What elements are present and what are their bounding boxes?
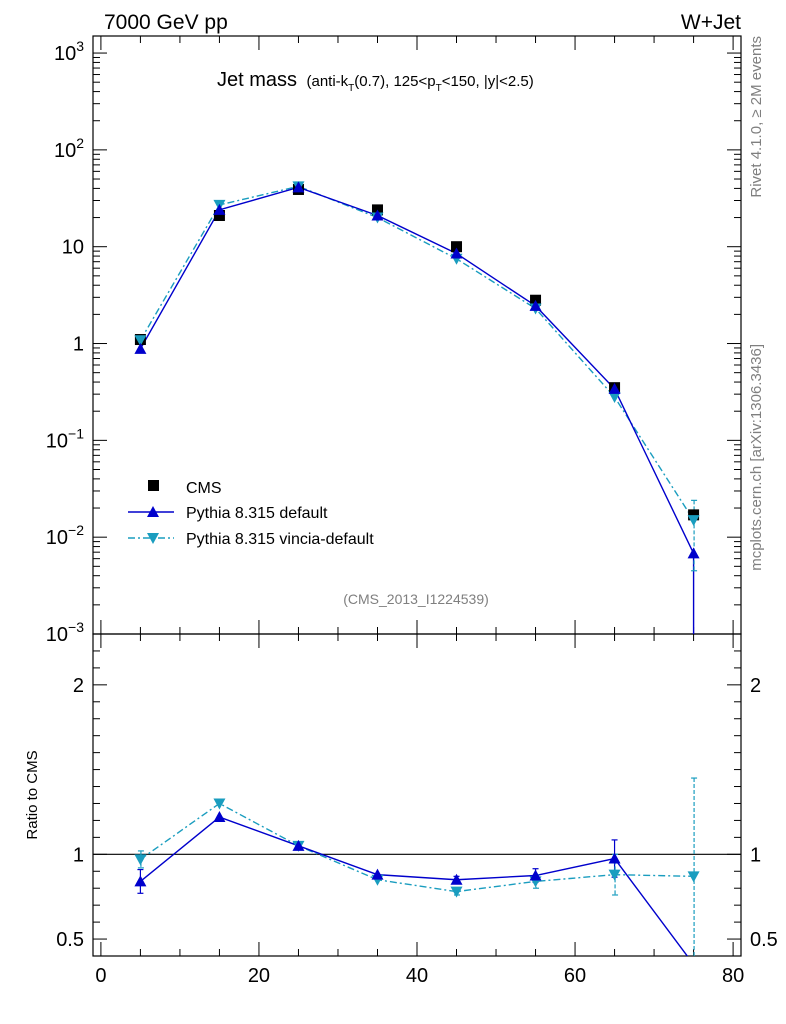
- ratio-plot-frame: [92, 633, 742, 957]
- main-ytick-label-base: 10: [54, 43, 76, 65]
- xtick-label: 0: [95, 965, 106, 987]
- data-point-default: [213, 203, 226, 215]
- title-sub-c: (0.7), 125<p: [354, 73, 435, 90]
- chart-title: Jet mass (anti-kT(0.7), 125<pT<150, |y|<…: [217, 69, 534, 94]
- main-plot-marks: [134, 181, 700, 634]
- main-ytick-label: 103: [54, 38, 84, 65]
- data-point-default: [608, 382, 621, 394]
- main-ytick-label-base: 10: [62, 237, 84, 259]
- ratio-ytick-label-left: 1: [73, 844, 84, 866]
- main-ytick-label-exp: 2: [76, 135, 84, 151]
- data-point-default: [687, 547, 700, 559]
- ratio-ytick-label-left: 0.5: [56, 929, 84, 951]
- ratio-point-vincia: [213, 798, 226, 810]
- ratio-ytick-label-right: 0.5: [750, 929, 778, 951]
- ratio-point-vincia: [687, 871, 700, 883]
- data-point-default: [529, 299, 542, 311]
- data-point-cms: [451, 241, 463, 253]
- series-line-default: [139, 186, 695, 554]
- xtick-label: 80: [722, 965, 744, 987]
- ratio-point-default: [213, 811, 226, 823]
- ratio-point-default: [371, 868, 384, 880]
- data-point-default: [450, 247, 463, 259]
- legend-marker-cms: [148, 480, 159, 491]
- main-ytick-label-base: 1: [73, 334, 84, 356]
- series-line-vincia: [139, 185, 695, 521]
- main-ytick-label-exp: 3: [76, 38, 84, 54]
- data-point-vincia: [687, 515, 700, 527]
- ratio-point-vincia: [608, 869, 621, 881]
- main-ytick-label-base: 10: [46, 527, 68, 549]
- header-right: W+Jet: [681, 11, 741, 34]
- main-ytick-label: 10: [62, 237, 84, 259]
- ratio-point-vincia: [134, 854, 147, 866]
- data-point-vincia: [134, 335, 147, 347]
- ratio-line-vincia: [140, 802, 694, 893]
- data-point-default: [371, 209, 384, 221]
- side-text-bottom: mcplots.cern.ch [arXiv:1306.3436]: [748, 344, 765, 571]
- data-point-default: [134, 342, 147, 354]
- ratio-point-default: [450, 873, 463, 885]
- title-sub-b: T: [348, 83, 354, 94]
- ratio-point-default: [292, 839, 305, 851]
- header-left: 7000 GeV pp: [104, 11, 228, 34]
- main-ytick-label: 10−2: [46, 522, 84, 549]
- main-ytick-label-exp: −3: [68, 619, 84, 635]
- ratio-ytick-label-left: 2: [73, 675, 84, 697]
- data-point-cms: [213, 210, 225, 222]
- data-point-cms: [688, 509, 700, 521]
- xtick-label: 40: [406, 965, 428, 987]
- main-ytick-label-exp: −1: [68, 425, 84, 441]
- legend-marker-default: [147, 506, 159, 517]
- main-ytick-label-exp: −2: [68, 522, 84, 538]
- title-sub-a: (anti-k: [306, 73, 348, 90]
- title-main: Jet mass: [217, 69, 297, 91]
- xtick-label: 20: [248, 965, 270, 987]
- side-text-top: Rivet 4.1.0, ≥ 2M events: [748, 36, 765, 198]
- data-point-vincia: [608, 392, 621, 404]
- legend-marker-vincia: [147, 533, 159, 544]
- legend-label-vincia: Pythia 8.315 vincia-default: [186, 531, 374, 548]
- main-ytick-label: 10−1: [46, 425, 84, 452]
- legend-label-default: Pythia 8.315 default: [186, 505, 328, 522]
- main-ytick-label-base: 10: [46, 430, 68, 452]
- ratio-point-vincia: [450, 886, 463, 898]
- data-point-default: [292, 181, 305, 193]
- title-sub-d: T: [436, 83, 442, 94]
- main-ytick-label: 102: [54, 135, 84, 162]
- ratio-point-default: [134, 875, 147, 887]
- main-ytick-label: 1: [73, 334, 84, 356]
- ratio-line-default: [139, 816, 689, 956]
- ratio-ylabel: Ratio to CMS: [24, 750, 41, 839]
- ratio-point-default: [608, 852, 621, 864]
- analysis-id: (CMS_2013_I1224539): [343, 591, 489, 607]
- legend-label-cms: CMS: [186, 480, 222, 497]
- ratio-point-default: [529, 869, 542, 881]
- ratio-ytick-label-right: 2: [750, 675, 761, 697]
- axis-ticks: [93, 36, 741, 957]
- xtick-label: 60: [564, 965, 586, 987]
- ratio-plot-marks: [93, 777, 741, 956]
- main-ytick-label-base: 10: [54, 140, 76, 162]
- title-sub-e: <150, |y|<2.5): [442, 73, 534, 90]
- legend: CMS Pythia 8.315 default Pythia 8.315 vi…: [128, 480, 374, 548]
- ratio-ytick-label-right: 1: [750, 844, 761, 866]
- main-ytick-label-base: 10: [46, 624, 68, 646]
- main-ytick-label: 10−3: [46, 619, 84, 646]
